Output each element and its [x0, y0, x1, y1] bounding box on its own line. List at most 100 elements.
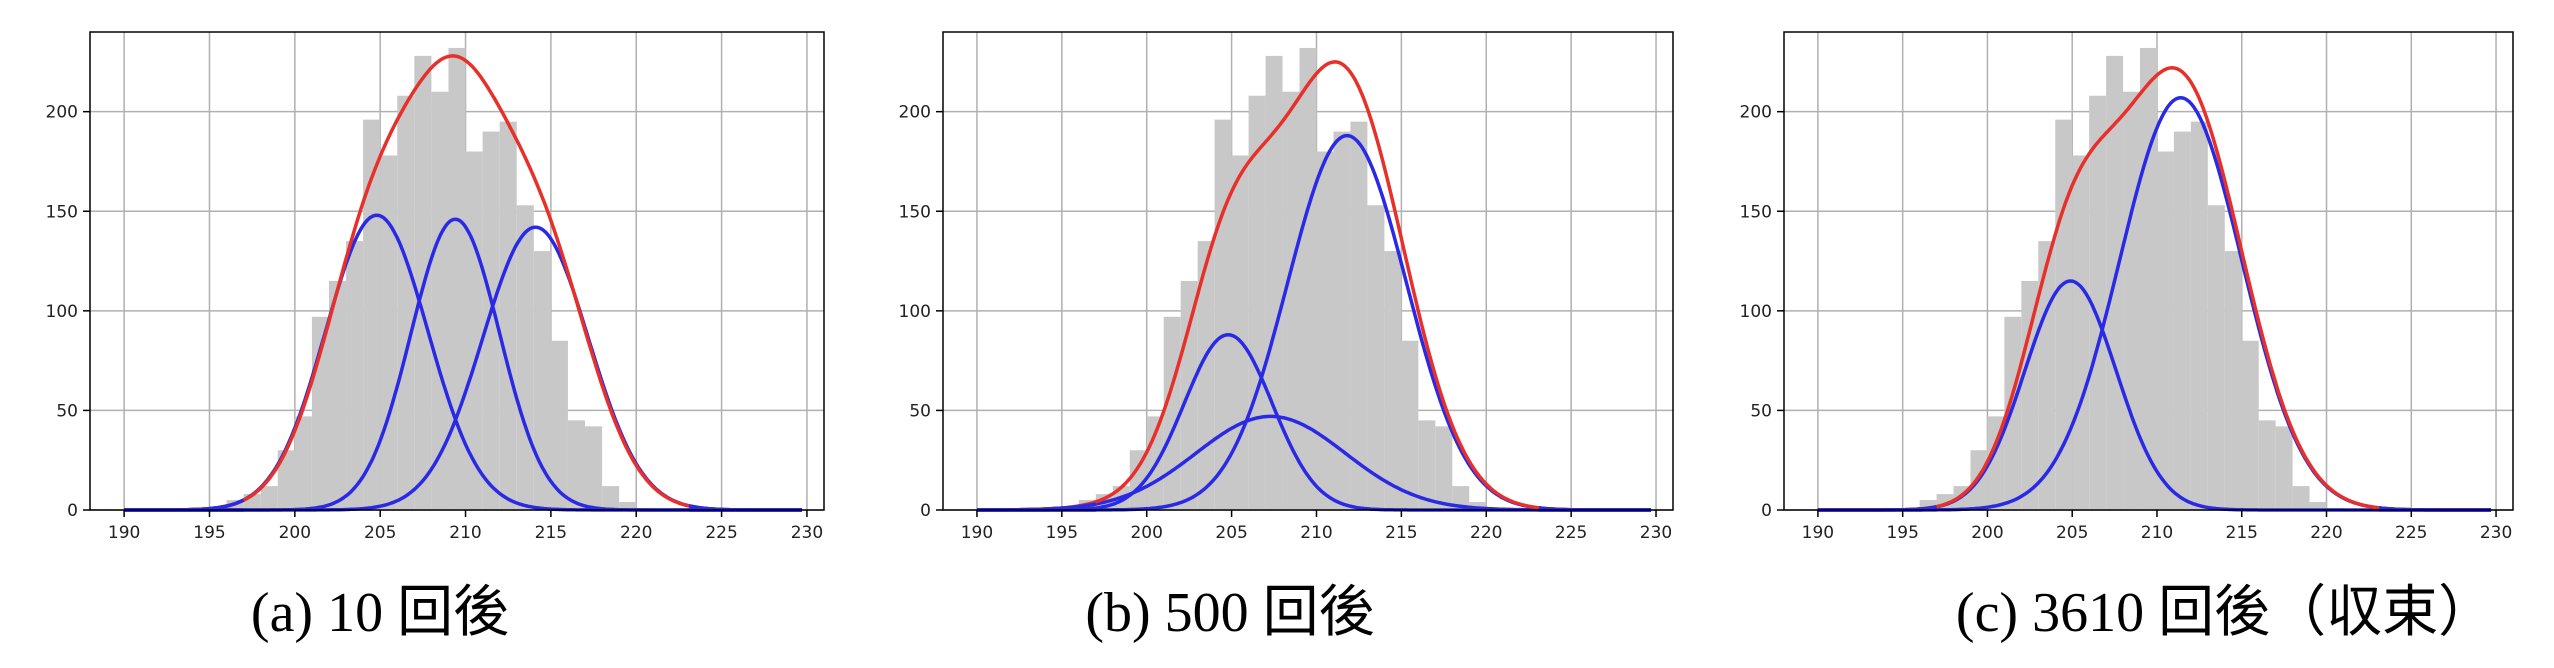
histogram-bar: [499, 121, 517, 510]
histogram-bar: [397, 95, 415, 510]
x-tick-label: 210: [449, 523, 481, 543]
x-tick-label: 225: [2395, 523, 2427, 543]
histogram-bar: [567, 420, 586, 510]
histogram-bar: [2292, 486, 2310, 510]
histogram-bar: [2258, 420, 2276, 510]
y-tick-label: 150: [46, 202, 78, 222]
histogram-bar: [1367, 205, 1385, 510]
plot-frame: [1783, 31, 2514, 511]
histogram-bar: [2072, 155, 2090, 510]
histogram-bar: [1333, 131, 1351, 511]
histogram-bar: [585, 426, 603, 510]
histogram-bar: [482, 131, 500, 511]
x-tick-label: 215: [535, 523, 567, 543]
histogram-bar: [2004, 316, 2022, 510]
chart-panel-c: 190 195 200 205 210 215 220 225 230 0 50 100 150 200: [1740, 31, 2514, 543]
histogram-bar: [1231, 155, 1249, 510]
histogram-bar: [1350, 121, 1368, 510]
histogram-bar: [260, 486, 278, 510]
histogram-bar: [2224, 251, 2242, 511]
y-tick-label: 200: [899, 103, 931, 123]
y-tick-label: 100: [46, 302, 78, 322]
histogram-bar: [2038, 241, 2056, 510]
y-tick-label: 0: [920, 501, 931, 521]
histogram-bar: [1401, 340, 1419, 510]
y-tick-label: 100: [1740, 302, 1772, 322]
caption-c: (c) 3610 回後（収束）: [1955, 582, 2495, 644]
histogram-bar: [2241, 340, 2259, 510]
x-tick-label: 195: [1886, 523, 1918, 543]
histogram-bar: [363, 119, 381, 510]
y-tick-label: 100: [899, 302, 931, 322]
histogram-bar: [516, 205, 534, 510]
histogram-bar: [602, 486, 620, 510]
x-tick-label: 225: [705, 523, 737, 543]
x-tick-label: 210: [2141, 523, 2173, 543]
histogram-bar: [2021, 280, 2039, 510]
x-tick-label: 190: [961, 523, 993, 543]
plot-frame: [942, 31, 1674, 511]
x-tick-label: 230: [1640, 523, 1672, 543]
y-tick-label: 0: [67, 501, 78, 521]
y-tick-label: 50: [1750, 401, 1772, 421]
histogram-bar: [1316, 151, 1334, 510]
x-tick-label: 200: [279, 523, 311, 543]
histogram-bar: [294, 416, 312, 510]
histogram-bar: [448, 47, 466, 510]
histogram-bar: [2156, 151, 2174, 510]
histogram-bar: [1469, 502, 1487, 510]
chart-panel-b: 190 195 200 205 210 215 220 225 230 0 50 100 150 200: [899, 31, 1674, 543]
x-tick-label: 190: [1802, 523, 1834, 543]
y-tick-label: 50: [56, 401, 78, 421]
histogram-bar: [346, 241, 364, 510]
histogram-bar: [533, 251, 551, 511]
x-tick-label: 230: [2480, 523, 2512, 543]
x-tick-label: 220: [1470, 523, 1502, 543]
histogram-bar: [1435, 426, 1453, 510]
histogram-bar: [277, 450, 295, 510]
x-tick-label: 205: [364, 523, 396, 543]
caption-a: (a) 10 回後: [250, 582, 510, 644]
x-tick-label: 190: [108, 523, 140, 543]
chart-panel-a: 190 195 200 205 210 215 220 225 230 0 50 100 150 200: [46, 31, 825, 543]
y-tick-label: 0: [1761, 501, 1772, 521]
histogram-bar: [1163, 316, 1181, 510]
plot-frame: [89, 31, 825, 511]
x-tick-label: 215: [1385, 523, 1417, 543]
histogram-bar: [465, 151, 483, 510]
histogram-bar: [550, 340, 568, 510]
histogram-bar: [2089, 95, 2107, 510]
histogram-bar: [1129, 450, 1147, 510]
histogram-bar: [1418, 420, 1436, 510]
histogram-bar: [328, 280, 347, 510]
y-tick-label: 200: [46, 103, 78, 123]
x-tick-label: 230: [791, 523, 823, 543]
histogram-bar: [1919, 500, 1937, 510]
histogram-bar: [619, 502, 637, 510]
x-tick-label: 200: [1130, 523, 1162, 543]
histogram-bar: [1299, 47, 1317, 510]
x-tick-label: 215: [2226, 523, 2258, 543]
histogram-bar: [2275, 426, 2293, 510]
histogram-bar: [2207, 205, 2225, 510]
histogram-bar: [1282, 91, 1300, 510]
x-tick-label: 205: [1215, 523, 1247, 543]
y-tick-label: 200: [1740, 103, 1772, 123]
x-tick-label: 195: [1046, 523, 1078, 543]
x-tick-label: 220: [2310, 523, 2342, 543]
histogram-bar: [2123, 91, 2141, 510]
y-tick-label: 150: [1740, 202, 1772, 222]
histogram-bar: [380, 155, 398, 510]
histogram-bar: [2173, 131, 2191, 511]
histogram-bar: [1214, 119, 1232, 510]
histogram-bar: [2190, 121, 2208, 510]
histogram-bar: [2055, 119, 2073, 510]
y-tick-label: 50: [909, 401, 931, 421]
x-tick-label: 225: [1555, 523, 1587, 543]
x-tick-label: 220: [620, 523, 652, 543]
x-tick-label: 205: [2056, 523, 2088, 543]
histogram-bar: [431, 91, 449, 510]
histogram-bar: [2309, 502, 2327, 510]
x-tick-label: 195: [193, 523, 225, 543]
